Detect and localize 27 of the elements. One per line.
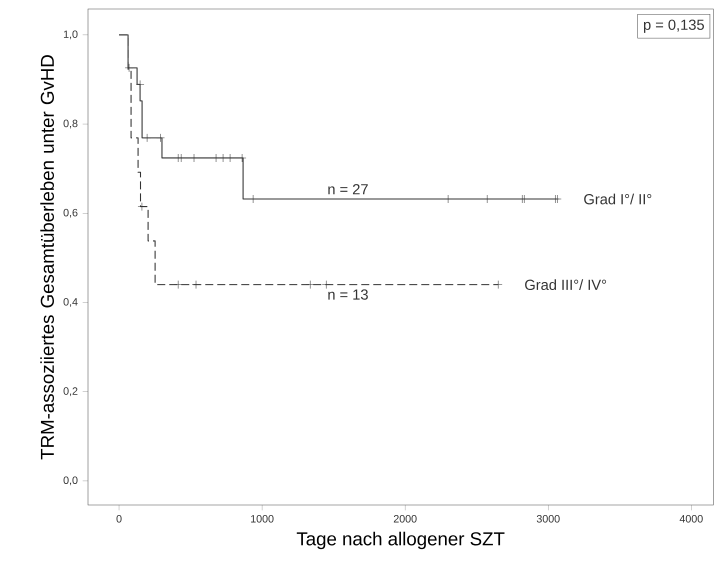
series-label: Grad I°/ II° [584, 194, 652, 204]
point [142, 134, 152, 142]
annotation: p = 0,135 [644, 20, 704, 33]
x-tick-label: 1000 [251, 515, 274, 523]
point [306, 280, 314, 289]
point [124, 64, 134, 72]
x-tick-label: 2000 [394, 515, 417, 523]
y-tick-label: 1,0 [64, 30, 78, 40]
x-tick-label: 4000 [680, 515, 703, 523]
point [156, 134, 165, 142]
y-axis-title: TRM-assoziiertes Gesamtüberleben unter GvHD [40, 55, 54, 460]
y-tick-label: 0,0 [64, 476, 78, 486]
x-axis-title: Tage nach allogener SZT [296, 532, 504, 550]
point [322, 280, 330, 289]
annotation: n = 27 [328, 184, 368, 194]
annotation: n = 13 [328, 289, 368, 300]
series-label: Grad III°/ IV° [525, 279, 606, 290]
x-tick-label: 3000 [536, 515, 560, 523]
point [174, 280, 182, 289]
point [136, 80, 144, 89]
x-tick-label: 0 [116, 515, 122, 523]
point [494, 280, 502, 289]
y-tick-label: 0,4 [64, 298, 78, 307]
y-tick-label: 0,8 [64, 120, 78, 128]
y-tick-label: 0,6 [64, 208, 78, 218]
point [192, 280, 200, 289]
y-tick-label: 0,2 [64, 387, 78, 396]
